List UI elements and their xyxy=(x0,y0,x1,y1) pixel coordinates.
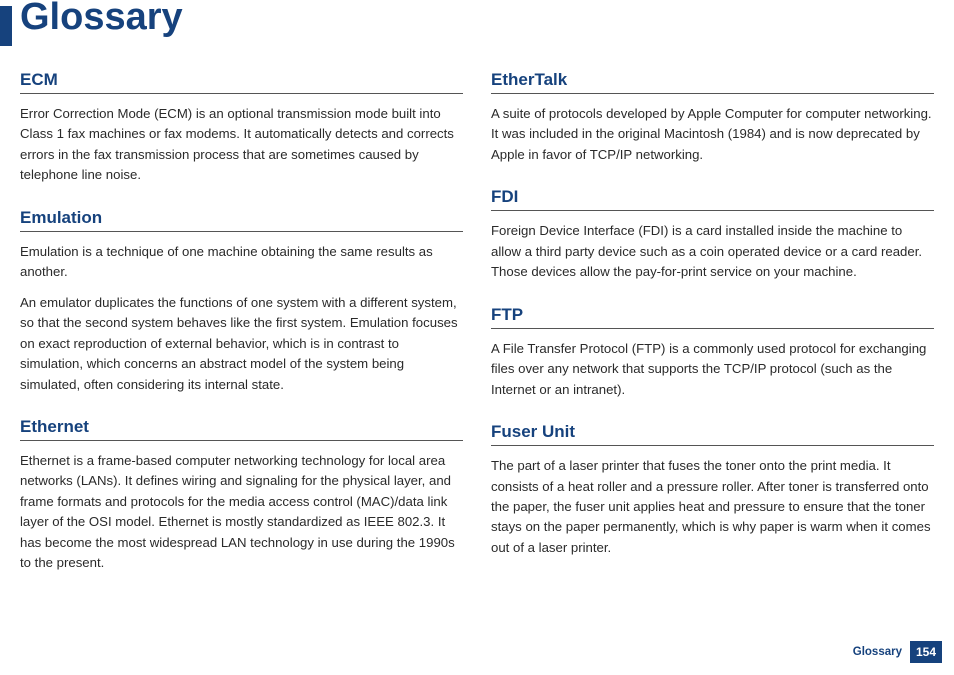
left-column: ECM Error Correction Mode (ECM) is an opt… xyxy=(20,70,463,596)
term-definition: Error Correction Mode (ECM) is an option… xyxy=(20,104,463,186)
header: Glossary xyxy=(0,0,954,48)
term-definition: A suite of protocols developed by Apple … xyxy=(491,104,934,165)
content-columns: ECM Error Correction Mode (ECM) is an opt… xyxy=(20,70,934,596)
term-definition: An emulator duplicates the functions of … xyxy=(20,293,463,395)
term-definition: Foreign Device Interface (FDI) is a card… xyxy=(491,221,934,282)
term-heading: Fuser Unit xyxy=(491,422,934,446)
footer-section-label: Glossary xyxy=(853,646,902,658)
term-heading: FDI xyxy=(491,187,934,211)
right-column: EtherTalk A suite of protocols developed … xyxy=(491,70,934,596)
term-heading: ECM xyxy=(20,70,463,94)
term-definition: Emulation is a technique of one machine … xyxy=(20,242,463,283)
page-title: Glossary xyxy=(20,0,183,39)
term-heading: FTP xyxy=(491,305,934,329)
glossary-entry: FTP A File Transfer Protocol (FTP) is a c… xyxy=(491,305,934,400)
glossary-entry: FDI Foreign Device Interface (FDI) is a c… xyxy=(491,187,934,282)
term-definition: Ethernet is a frame-based computer netwo… xyxy=(20,451,463,574)
glossary-entry: ECM Error Correction Mode (ECM) is an opt… xyxy=(20,70,463,186)
footer-page-number: 154 xyxy=(910,641,942,663)
glossary-entry: Fuser Unit The part of a laser printer th… xyxy=(491,422,934,558)
term-heading: EtherTalk xyxy=(491,70,934,94)
term-heading: Ethernet xyxy=(20,417,463,441)
term-definition: A File Transfer Protocol (FTP) is a comm… xyxy=(491,339,934,400)
glossary-entry: Ethernet Ethernet is a frame-based comput… xyxy=(20,417,463,574)
term-heading: Emulation xyxy=(20,208,463,232)
header-accent-bar xyxy=(0,6,12,46)
glossary-entry: EtherTalk A suite of protocols developed … xyxy=(491,70,934,165)
term-definition: The part of a laser printer that fuses t… xyxy=(491,456,934,558)
page: Glossary ECM Error Correction Mode (ECM) … xyxy=(0,0,954,675)
glossary-entry: Emulation Emulation is a technique of one… xyxy=(20,208,463,395)
footer: Glossary 154 xyxy=(853,641,942,663)
